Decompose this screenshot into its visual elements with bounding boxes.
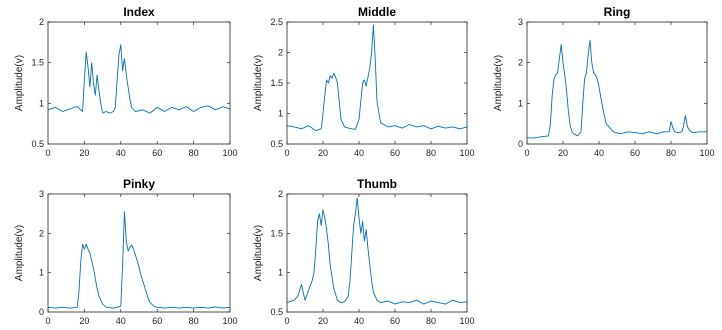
x-tick-label: 80 — [189, 316, 199, 326]
y-tick-label: 0 — [39, 307, 44, 317]
chart-panel-ring: 0 20 40 60 80 100 0 1 2 3 Ring Amplitude(v) — [493, 5, 715, 158]
chart-title-index: Index — [123, 5, 155, 19]
y-tick-label: 1.5 — [270, 228, 283, 238]
x-tick-label: 100 — [459, 316, 474, 326]
x-tick-label: 40 — [116, 148, 126, 158]
x-tick-label: 40 — [354, 316, 364, 326]
x-tick-label: 0 — [284, 148, 289, 158]
y-tick-label: 0 — [518, 139, 523, 149]
x-tick-label: 0 — [45, 316, 50, 326]
y-axis-label-middle: Amplitude(v) — [253, 55, 264, 111]
y-axis-label-ring: Amplitude(v) — [493, 55, 504, 111]
chart-title-middle: Middle — [358, 5, 396, 19]
y-tick-label: 3 — [39, 189, 44, 199]
series-line-pinky — [47, 211, 231, 309]
chart-title-ring: Ring — [604, 5, 631, 19]
x-tick-label: 0 — [524, 148, 529, 158]
x-tick-label: 80 — [666, 148, 676, 158]
axes-frame-pinky — [47, 193, 231, 313]
y-axis-label-index: Amplitude(v) — [14, 55, 25, 111]
x-tick-label: 80 — [426, 316, 436, 326]
x-tick-label: 20 — [318, 148, 328, 158]
y-axis-label-thumb: Amplitude(v) — [253, 225, 264, 281]
chart-title-pinky: Pinky — [123, 177, 155, 191]
x-tick-label: 60 — [390, 148, 400, 158]
x-tick-label: 20 — [558, 148, 568, 158]
series-line-thumb — [286, 197, 468, 305]
axes-frame-middle — [286, 21, 468, 145]
x-tick-label: 0 — [284, 316, 289, 326]
y-tick-label: 2 — [39, 228, 44, 238]
chart-panel-index: 0 20 40 60 80 100 0.5 1 1.5 2 Index Amplitude(v) — [14, 5, 238, 158]
y-tick-label: 1 — [278, 109, 283, 119]
x-tick-label: 100 — [699, 148, 714, 158]
x-tick-label: 0 — [45, 148, 50, 158]
y-tick-label: 2 — [39, 17, 44, 27]
y-tick-label: 1.5 — [31, 58, 44, 68]
x-tick-label: 20 — [79, 148, 89, 158]
x-tick-label: 60 — [152, 148, 162, 158]
x-tick-label: 60 — [630, 148, 640, 158]
y-tick-label: 1 — [278, 268, 283, 278]
y-tick-label: 1 — [39, 268, 44, 278]
chart-panel-pinky: 0 20 40 60 80 100 0 1 2 3 Pinky Amplitude(v) — [14, 177, 238, 326]
y-tick-label: 3 — [518, 17, 523, 27]
axes-frame-thumb — [286, 193, 468, 313]
axes-frame-index — [47, 21, 231, 145]
x-tick-label: 20 — [318, 316, 328, 326]
x-tick-label: 40 — [594, 148, 604, 158]
series-line-ring — [527, 39, 707, 139]
y-tick-label: 2 — [518, 58, 523, 68]
y-tick-label: 1 — [39, 98, 44, 108]
y-tick-label: 2.5 — [270, 17, 283, 27]
x-tick-label: 100 — [222, 316, 237, 326]
x-tick-label: 60 — [390, 316, 400, 326]
y-tick-label: 1 — [518, 98, 523, 108]
x-tick-label: 100 — [459, 148, 474, 158]
chart-panel-middle: 0 20 40 60 80 100 0.5 1 1.5 2 2.5 Middle Amplitude(v… — [253, 5, 475, 158]
y-tick-label: 2 — [278, 48, 283, 58]
y-tick-label: 0.5 — [270, 307, 283, 317]
y-tick-label: 1.5 — [270, 78, 283, 88]
x-tick-label: 80 — [426, 148, 436, 158]
axes-frame-ring — [526, 21, 708, 145]
x-tick-label: 40 — [354, 148, 364, 158]
y-axis-label-pinky: Amplitude(v) — [14, 225, 25, 281]
chart-panel-thumb: 0 20 40 60 80 100 0.5 1 1.5 2 Thumb Amplitude(v) — [253, 177, 475, 326]
chart-title-thumb: Thumb — [357, 177, 397, 191]
x-tick-label: 80 — [189, 148, 199, 158]
series-line-middle — [286, 24, 468, 132]
y-tick-label: 0.5 — [270, 139, 283, 149]
x-tick-label: 40 — [116, 316, 126, 326]
x-tick-label: 20 — [79, 316, 89, 326]
series-line-index — [47, 44, 231, 114]
y-tick-label: 2 — [278, 189, 283, 199]
x-tick-label: 100 — [222, 148, 237, 158]
x-tick-label: 60 — [152, 316, 162, 326]
y-tick-label: 0.5 — [31, 139, 44, 149]
